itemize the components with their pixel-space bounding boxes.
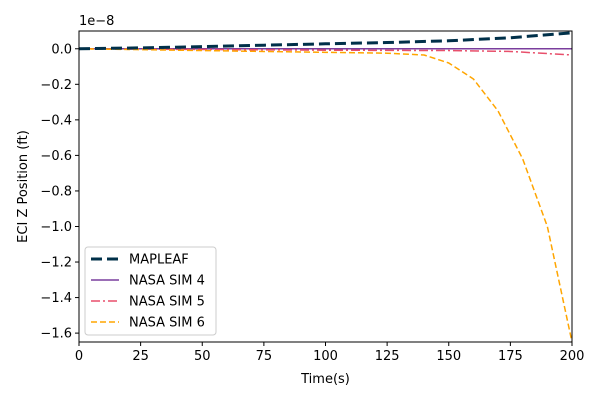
legend-label: NASA SIM 4 (129, 274, 205, 289)
x-tick-label: 175 (498, 349, 523, 364)
series-line-mapleaf (79, 31, 572, 51)
x-tick-label: 50 (194, 349, 211, 364)
legend-label: NASA SIM 5 (129, 295, 205, 310)
y-tick-label: 0.0 (51, 42, 72, 57)
y-scale-label: 1e−8 (79, 14, 114, 29)
series-layer (79, 31, 572, 342)
series-line-nasa-sim-5 (79, 48, 572, 56)
y-tick-label: −1.4 (40, 291, 72, 306)
y-axis-label: ECI Z Position (ft) (16, 130, 31, 243)
y-tick-label: −0.4 (40, 113, 72, 128)
series-line-nasa-sim-6 (79, 48, 572, 342)
x-tick-label: 125 (375, 349, 400, 364)
x-tick-label: 25 (132, 349, 149, 364)
x-tick-label: 150 (436, 349, 461, 364)
x-tick-label: 100 (313, 349, 338, 364)
x-tick-label: 75 (256, 349, 273, 364)
y-tick-label: −1.6 (40, 327, 72, 342)
x-tick-label: 0 (75, 349, 83, 364)
y-tick-label: −0.2 (40, 78, 72, 93)
legend: MAPLEAF NASA SIM 4 NASA SIM 5 NASA SIM 6 (84, 246, 217, 336)
y-tick-label: −0.6 (40, 149, 72, 164)
y-tick-label: −0.8 (40, 184, 72, 199)
legend-label: MAPLEAF (129, 253, 189, 268)
legend-label: NASA SIM 6 (129, 316, 205, 331)
y-tick-label: −1.2 (40, 256, 72, 271)
x-axis-label: Time(s) (300, 372, 350, 387)
y-tick-label: −1.0 (40, 220, 72, 235)
x-tick-label: 200 (560, 349, 585, 364)
ticks-layer: 0 25 50 75 100 125 150 175 200 0.0 −0.2 −0.4 −0.6 −0.… (40, 42, 584, 364)
legend-box (84, 246, 217, 336)
